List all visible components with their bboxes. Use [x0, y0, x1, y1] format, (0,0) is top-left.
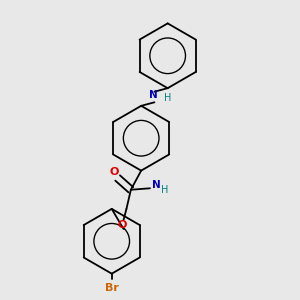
Text: H: H	[161, 185, 168, 195]
Text: N: N	[152, 180, 160, 190]
Text: O: O	[117, 220, 127, 230]
Text: Br: Br	[105, 283, 119, 293]
Text: N: N	[148, 90, 158, 100]
Text: O: O	[109, 167, 119, 177]
Text: H: H	[164, 94, 171, 103]
